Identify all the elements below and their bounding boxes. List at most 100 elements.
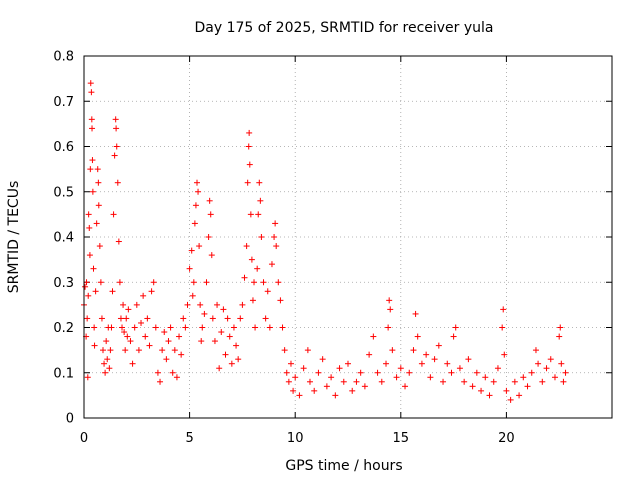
data-point [203, 279, 210, 286]
data-point [104, 356, 111, 363]
y-tick-label: 0.4 [53, 231, 74, 246]
x-tick-label: 15 [393, 431, 410, 446]
data-point [106, 365, 113, 372]
data-point [108, 324, 115, 331]
data-point [469, 383, 476, 390]
data-point [452, 324, 459, 331]
data-point [144, 315, 151, 322]
data-point [176, 333, 183, 340]
data-point [256, 179, 263, 186]
y-tick-label: 0.8 [53, 50, 74, 65]
data-point [254, 265, 261, 272]
data-point [490, 378, 497, 385]
data-point [180, 315, 187, 322]
data-point [290, 387, 297, 394]
data-point [196, 243, 203, 250]
data-point [287, 360, 294, 367]
data-point [113, 143, 120, 150]
data-point [89, 125, 96, 132]
data-point [258, 234, 265, 240]
data-point [90, 265, 97, 272]
data-point [389, 347, 396, 354]
data-point [131, 324, 138, 331]
data-point [260, 279, 267, 286]
data-point [190, 279, 197, 286]
data-point [150, 279, 157, 286]
data-point [125, 306, 132, 313]
data-point [283, 369, 290, 376]
data-point [94, 166, 101, 173]
data-point [296, 392, 303, 399]
data-point [165, 338, 172, 345]
plot-frame [83, 55, 613, 419]
data-point [100, 347, 107, 354]
data-point [140, 292, 147, 299]
data-point [197, 301, 204, 308]
data-point [353, 378, 360, 385]
data-point [193, 179, 200, 186]
data-point [494, 365, 501, 372]
x-tick-label: 10 [287, 431, 304, 446]
data-point [220, 306, 227, 313]
data-point [154, 369, 161, 376]
data-point [207, 211, 214, 218]
data-point [543, 365, 550, 372]
data-point [431, 356, 438, 363]
data-point [205, 234, 212, 240]
data-point [169, 369, 176, 376]
data-point [122, 347, 129, 354]
data-point [87, 80, 94, 87]
data-point [524, 383, 531, 390]
data-point [111, 152, 118, 159]
x-axis-title: GPS time / hours [285, 458, 402, 474]
data-point [323, 383, 330, 390]
data-point [387, 306, 394, 313]
data-point [115, 238, 122, 245]
data-point [535, 360, 542, 367]
data-point [103, 338, 110, 345]
data-point [83, 279, 90, 286]
data-point [340, 378, 347, 385]
data-point [478, 387, 485, 394]
data-point [237, 315, 244, 322]
data-point [206, 197, 213, 204]
data-point [218, 329, 225, 336]
data-point [383, 360, 390, 367]
y-tick-label: 0.7 [53, 95, 74, 110]
data-point [84, 374, 91, 381]
data-point [427, 374, 434, 381]
data-point [198, 338, 205, 345]
data-point [173, 374, 180, 381]
data-point [465, 356, 472, 363]
data-point [222, 351, 229, 358]
x-tick-label: 20 [498, 431, 515, 446]
data-point [345, 360, 351, 367]
y-tick-label: 0.5 [53, 185, 74, 200]
data-point [357, 369, 364, 376]
data-point [328, 374, 335, 381]
data-point [152, 324, 159, 331]
data-point [159, 347, 166, 354]
data-point [239, 301, 246, 308]
data-point [557, 324, 564, 331]
data-point [91, 342, 98, 349]
data-point [456, 365, 463, 372]
data-point [246, 161, 253, 168]
data-point [195, 188, 202, 195]
data-point [332, 392, 339, 399]
data-point [503, 387, 510, 394]
data-point [224, 315, 231, 322]
data-point [361, 383, 368, 390]
data-point [226, 333, 233, 340]
data-point [233, 342, 240, 349]
data-point [89, 157, 96, 164]
data-point [501, 351, 508, 358]
data-point [450, 333, 457, 340]
data-point [385, 324, 392, 331]
data-point [511, 378, 518, 385]
data-point [500, 306, 507, 313]
data-point [191, 220, 198, 227]
data-point [171, 347, 178, 354]
chart-title: Day 175 of 2025, SRMTID for receiver yul… [194, 20, 493, 36]
